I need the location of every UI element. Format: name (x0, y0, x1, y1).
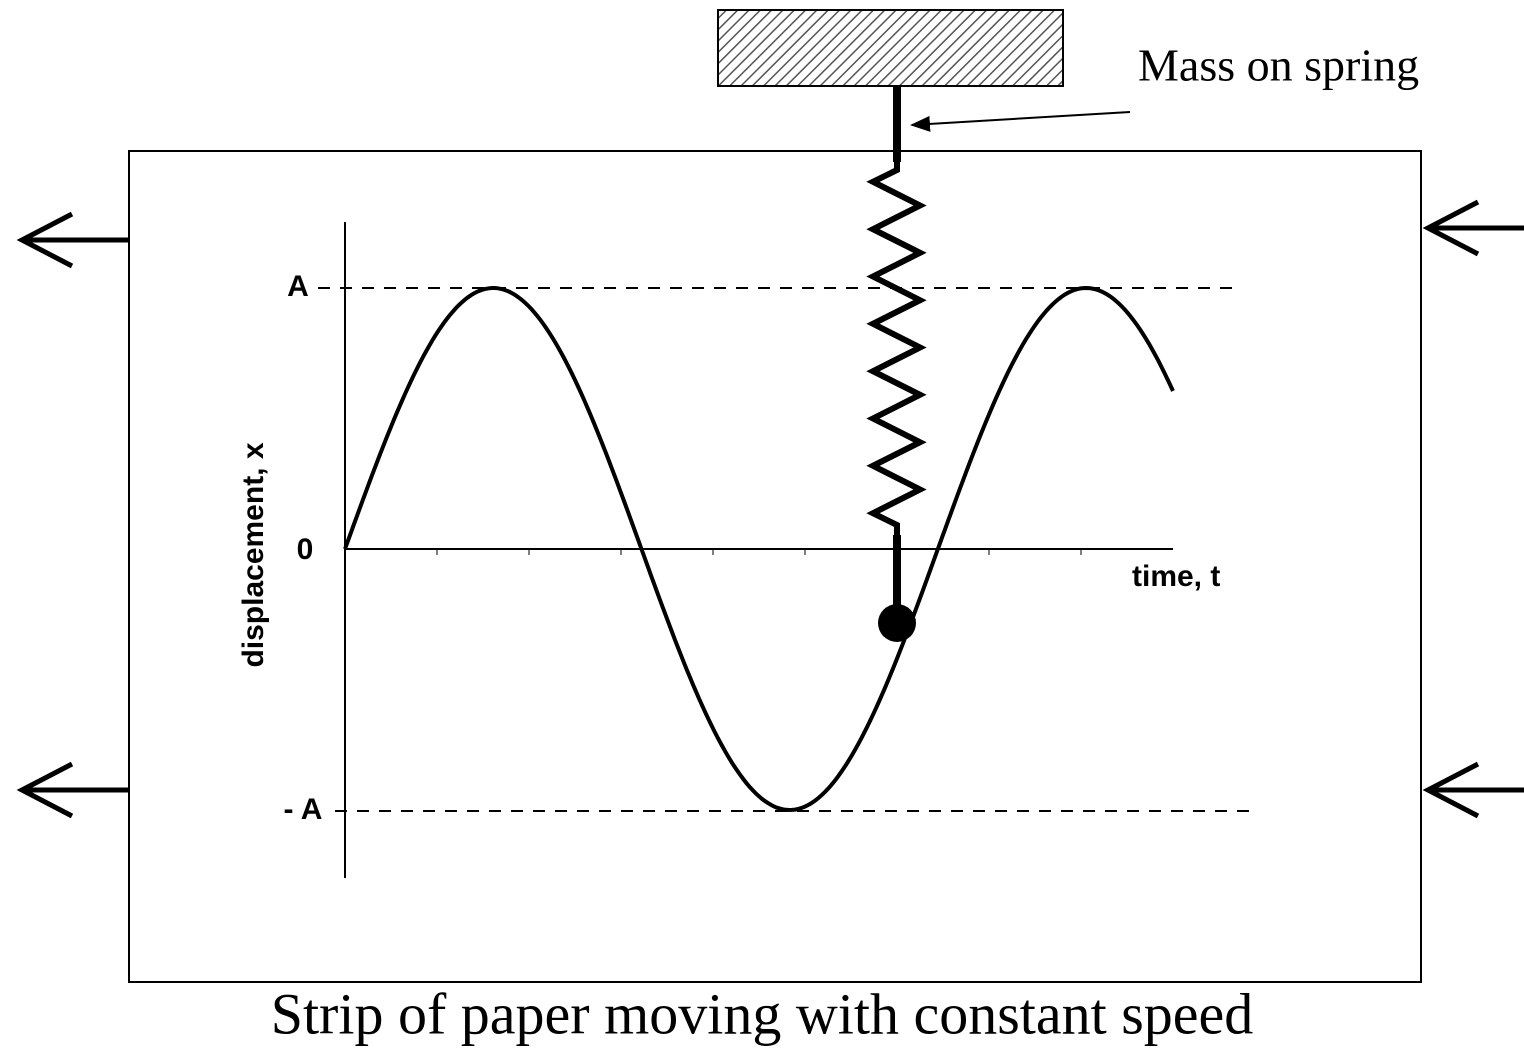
support (717, 9, 1064, 87)
zero-label: 0 (297, 533, 314, 566)
pen-mass (878, 604, 916, 642)
amplitude-label: A (287, 270, 309, 303)
spring (866, 162, 927, 535)
x-axis-label: time, t (1132, 560, 1220, 593)
label-pointer (910, 111, 1131, 132)
caption: Strip of paper moving with constant spee… (271, 981, 1254, 1046)
amplitude-label: - A (284, 793, 323, 826)
sine-trace (343, 285, 1175, 813)
mass-label: Mass on spring (1138, 40, 1419, 91)
y-axis-label: displacement, x (237, 442, 270, 667)
motion-arrows (16, 199, 1524, 819)
paper-strip (128, 150, 1422, 983)
